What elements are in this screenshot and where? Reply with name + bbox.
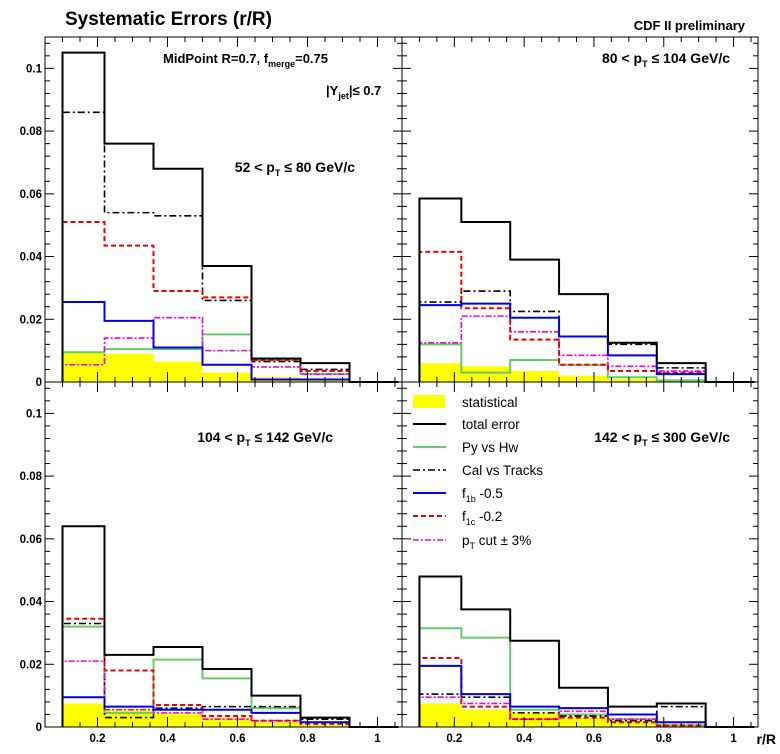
stat-bar-bottom-right-3 <box>559 717 608 727</box>
series-f1c-bottom-left <box>61 617 399 728</box>
series-total-bottom-right <box>418 575 755 728</box>
series-f1c-top-left <box>61 221 399 383</box>
x-tick-label-bottom-left-2: 0.6 <box>230 733 246 745</box>
legend-caltracks-label: Cal vs Tracks <box>462 463 543 478</box>
algorithm-sub: merge <box>268 59 295 69</box>
x-tick-label-bottom-left-0: 0.2 <box>90 733 106 745</box>
algorithm-value: =0.75 <box>295 51 328 66</box>
stat-bar-top-right-4 <box>607 378 657 382</box>
rapidity-sub: jet <box>337 91 349 101</box>
x-tick-label-bottom-right-0: 0.2 <box>446 733 462 745</box>
series-f1b-bottom-right <box>418 664 755 728</box>
legend-f1c-label: f1c -0.2 <box>462 509 502 527</box>
rapidity-annotation: |Yjet|≤ 0.7 <box>326 83 381 101</box>
legend-statistical-label: statistical <box>462 395 518 410</box>
stat-bar-bottom-right-2 <box>510 712 560 727</box>
legend-statistical-swatch <box>413 395 445 408</box>
stat-bar-top-right-3 <box>559 375 608 382</box>
pt-range-label-bottom-left: 104 < pT ≤ 142 GeV/c <box>197 429 333 448</box>
stat-bar-top-left-2 <box>153 361 203 382</box>
y-tick-label-bottom-left-5: 0.1 <box>26 408 43 420</box>
y-tick-label-bottom-left-1: 0.02 <box>20 659 42 671</box>
pt-range-label-top-left: 52 < pT ≤ 80 GeV/c <box>235 159 355 178</box>
pt-range-label-top-right: 80 < pT ≤ 104 GeV/c <box>602 50 730 69</box>
pt-range-label-bottom-right: 142 < pT ≤ 300 GeV/c <box>594 429 730 448</box>
y-tick-label-top-left-4: 0.08 <box>20 126 43 138</box>
series-f1b-top-right <box>418 302 755 383</box>
y-tick-label-top-left-0: 0 <box>36 377 42 389</box>
stat-bar-bottom-left-1 <box>104 709 154 727</box>
x-tick-label-bottom-right-3: 0.8 <box>656 733 673 745</box>
x-axis-label: r/R <box>757 731 776 747</box>
stat-bar-bottom-left-4 <box>251 722 301 727</box>
stat-bar-top-left-3 <box>202 372 252 382</box>
panel-frame-bottom-right <box>401 381 759 728</box>
y-tick-label-bottom-left-3: 0.06 <box>20 534 42 546</box>
x-tick-label-bottom-right-4: 1 <box>730 733 737 745</box>
panel-top-right: 80 < pT ≤ 104 GeV/c <box>401 36 759 383</box>
figure-title: Systematic Errors (r/R) <box>65 9 272 30</box>
x-tick-label-bottom-left-4: 1 <box>374 733 381 745</box>
series-f1b-bottom-left <box>61 696 399 728</box>
algorithm-main: MidPoint R=0.7, f <box>163 51 269 66</box>
series-f1c-top-right <box>418 250 755 383</box>
panels: 0 0.02 0.04 0.06 0.08 0.1 52 < pT ≤ 80 GeV/c 80… <box>20 36 759 745</box>
rapidity-rest: |≤ 0.7 <box>349 83 381 98</box>
y-tick-label-bottom-left-4: 0.08 <box>20 471 43 483</box>
y-tick-label-top-left-2: 0.04 <box>20 252 43 264</box>
series-total-bottom-left <box>61 525 399 728</box>
series-f1b-top-left <box>61 301 399 383</box>
stat-bar-top-right-0 <box>419 363 462 382</box>
x-tick-label-bottom-left-3: 0.8 <box>300 733 317 745</box>
legend: statistical total error Py vs Hw Cal vs … <box>413 395 543 551</box>
y-tick-label-top-left-5: 0.1 <box>26 63 43 75</box>
x-tick-label-bottom-left-1: 0.4 <box>160 733 177 745</box>
x-tick-label-bottom-right-2: 0.6 <box>586 733 602 745</box>
y-tick-label-bottom-left-0: 0 <box>36 722 42 734</box>
algorithm-annotation: MidPoint R=0.7, fmerge=0.75 <box>163 51 328 69</box>
legend-total-label: total error <box>462 417 520 432</box>
legend-pyhw-label: Py vs Hw <box>462 440 519 455</box>
stat-bar-bottom-left-2 <box>153 712 203 727</box>
series-caltracks-top-left <box>61 111 399 383</box>
stat-bar-bottom-right-1 <box>461 709 511 727</box>
panel-bottom-left: 0 0.02 0.04 0.06 0.08 0.1 0.2 0.4 0.6 0.8 1 104 < p… <box>20 381 403 745</box>
stat-bar-top-right-2 <box>510 371 560 382</box>
rapidity-main: |Y <box>326 83 339 98</box>
stat-bar-top-left-0 <box>62 352 105 382</box>
stat-bar-bottom-left-3 <box>202 717 252 727</box>
panel-bottom-right: 0.2 0.4 0.6 0.8 1 142 < pT ≤ 300 GeV/c <box>401 381 759 745</box>
y-tick-label-bottom-left-2: 0.04 <box>20 597 43 609</box>
y-tick-label-top-left-3: 0.06 <box>20 189 42 201</box>
stat-bar-bottom-right-0 <box>419 703 462 727</box>
stat-bar-bottom-left-0 <box>62 703 105 727</box>
series-total-top-right <box>418 197 755 383</box>
x-tick-label-bottom-right-1: 0.4 <box>516 733 533 745</box>
legend-ptcut-label: pT cut ± 3% <box>462 533 531 551</box>
series-pyhw-top-right <box>418 343 755 383</box>
series-ptcut-top-right <box>418 315 755 383</box>
stat-bar-top-left-1 <box>104 353 154 382</box>
series-f1c-bottom-right <box>418 657 755 728</box>
cdf-preliminary-label: CDF II preliminary <box>634 18 746 33</box>
legend-f1b-label: f1b -0.5 <box>462 486 503 504</box>
stat-bar-bottom-right-4 <box>607 720 657 727</box>
stat-bar-top-right-1 <box>461 366 511 382</box>
y-tick-label-top-left-1: 0.02 <box>20 314 42 326</box>
series-total-top-left <box>61 51 399 383</box>
